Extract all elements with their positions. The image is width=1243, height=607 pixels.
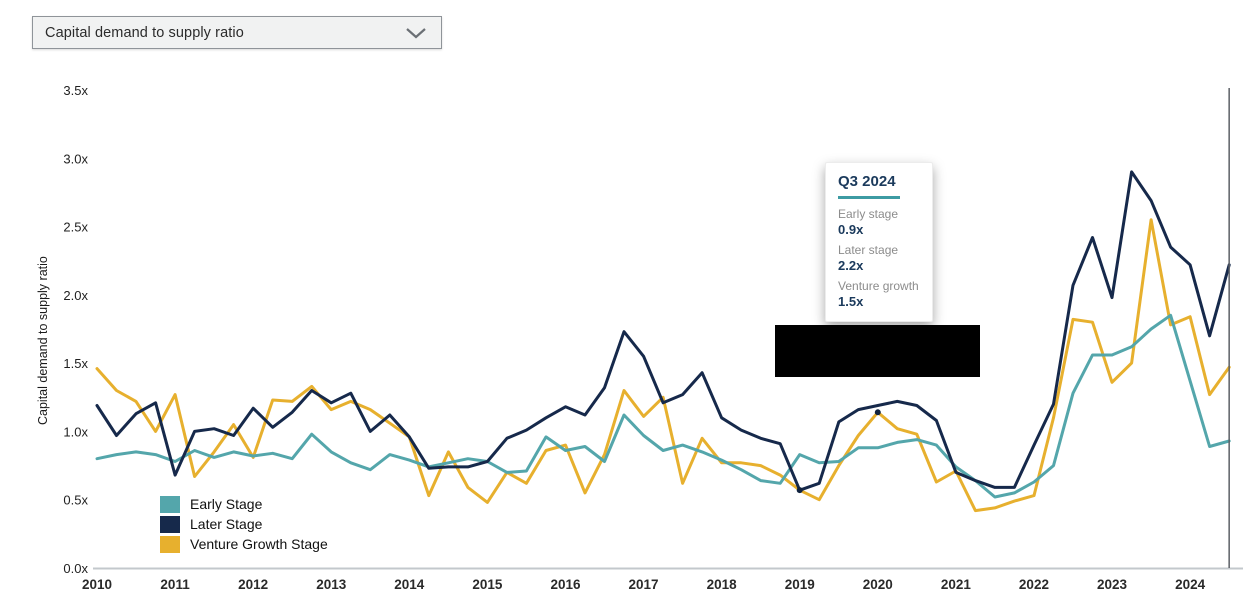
legend-item-venture-growth-stage[interactable]: Venture Growth Stage xyxy=(160,534,328,554)
metric-dropdown-value: Capital demand to supply ratio xyxy=(45,24,244,41)
y-tick-label: 3.5x xyxy=(63,83,88,98)
x-tick-label: 2012 xyxy=(238,577,268,592)
y-tick-label: 1.5x xyxy=(63,356,88,371)
x-tick-label: 2010 xyxy=(82,577,112,592)
legend-label: Venture Growth Stage xyxy=(190,536,328,552)
series-line-later-stage xyxy=(95,170,1231,492)
legend-swatch-later-stage xyxy=(160,515,180,533)
y-tick-label: 0.5x xyxy=(63,493,88,508)
x-tick-label: 2024 xyxy=(1175,577,1206,592)
y-tick-label: 0.0x xyxy=(63,561,88,576)
series-line-venture-growth-stage xyxy=(95,218,1231,513)
x-tick-label: 2014 xyxy=(394,577,425,592)
x-tick-label: 2016 xyxy=(550,577,581,592)
x-tick-label: 2011 xyxy=(160,577,190,592)
legend-swatch-venture-growth-stage xyxy=(160,535,180,553)
x-tick-label: 2023 xyxy=(1097,577,1128,592)
x-tick-label: 2019 xyxy=(785,577,815,592)
tooltip-label: Venture growth xyxy=(838,279,919,293)
tooltip-row-venture-growth: Venture growth 1.5x xyxy=(838,279,920,309)
y-tick-label: 1.0x xyxy=(63,424,88,439)
metric-dropdown[interactable]: Capital demand to supply ratio xyxy=(32,16,442,49)
chart-legend: Early Stage Later Stage Venture Growth S… xyxy=(160,494,328,554)
y-tick-label: 2.5x xyxy=(63,220,88,235)
legend-swatch-early-stage xyxy=(160,495,180,513)
tooltip-row-later-stage: Later stage 2.2x xyxy=(838,243,920,273)
x-tick-label: 2017 xyxy=(629,577,659,592)
tooltip-row-early-stage: Early stage 0.9x xyxy=(838,207,920,237)
redacted-region xyxy=(775,325,980,377)
legend-label: Early Stage xyxy=(190,496,263,512)
x-tick-label: 2018 xyxy=(707,577,738,592)
series-line-early-stage xyxy=(95,313,1231,499)
hover-marker-dot xyxy=(796,487,803,494)
tooltip-value: 1.5x xyxy=(838,294,864,309)
legend-item-later-stage[interactable]: Later Stage xyxy=(160,514,328,534)
chart-tooltip: Q3 2024 Early stage 0.9x Later stage 2.2… xyxy=(825,162,933,322)
x-tick-label: 2015 xyxy=(472,577,503,592)
tooltip-value: 2.2x xyxy=(838,258,864,273)
legend-label: Later Stage xyxy=(190,516,263,532)
tooltip-underline xyxy=(838,196,900,199)
tooltip-label: Later stage xyxy=(838,243,899,257)
x-tick-label: 2021 xyxy=(941,577,972,592)
tooltip-value: 0.9x xyxy=(838,222,864,237)
legend-item-early-stage[interactable]: Early Stage xyxy=(160,494,328,514)
x-tick-label: 2020 xyxy=(863,577,893,592)
hover-marker-dot xyxy=(874,409,881,416)
x-tick-label: 2022 xyxy=(1019,577,1049,592)
y-tick-label: 3.0x xyxy=(63,151,88,166)
tooltip-title: Q3 2024 xyxy=(838,173,896,190)
tooltip-label: Early stage xyxy=(838,207,899,221)
y-tick-label: 2.0x xyxy=(63,288,88,303)
chevron-down-icon xyxy=(405,27,427,39)
x-tick-label: 2013 xyxy=(316,577,347,592)
